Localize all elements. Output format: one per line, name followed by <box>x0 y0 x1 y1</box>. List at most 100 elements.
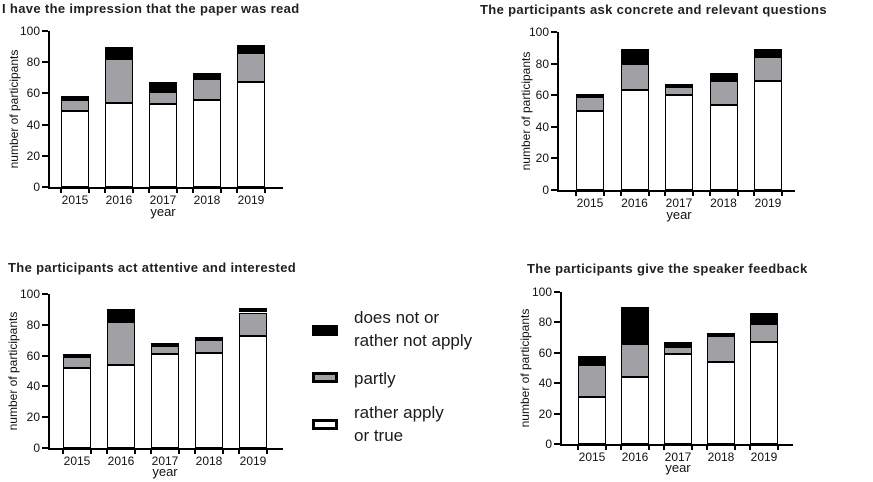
y-tick <box>551 125 557 128</box>
y-tick-label: 80 <box>26 55 40 70</box>
bar-segment-2019 <box>237 82 265 187</box>
bar-segment-2015 <box>578 355 606 365</box>
y-tick-label: 40 <box>26 117 40 132</box>
x-tick <box>222 448 224 454</box>
x-tick <box>194 448 196 454</box>
bar-segment-2015 <box>63 357 91 368</box>
x-tick <box>575 190 577 196</box>
legend-label-line: partly <box>354 369 396 388</box>
y-tick-label: 60 <box>26 86 40 101</box>
bar-segment-2016 <box>620 90 649 190</box>
x-tick-label: 2016 <box>621 450 649 464</box>
bar-segment-2018 <box>195 337 223 341</box>
x-tick <box>691 444 693 450</box>
bar-segment-2019 <box>239 312 267 336</box>
x-tick <box>664 190 666 196</box>
x-tick <box>104 187 106 193</box>
x-tick <box>238 448 240 454</box>
x-tick <box>90 448 92 454</box>
x-tick <box>266 448 268 454</box>
x-tick-label: 2019 <box>750 450 778 464</box>
x-tick <box>647 190 650 196</box>
y-tick <box>551 62 557 65</box>
bar-segment-2015 <box>578 396 606 444</box>
y-tick-label: 40 <box>26 379 40 394</box>
y-tick <box>42 416 48 419</box>
y-axis-label: number of participants <box>518 308 532 428</box>
y-tick <box>551 94 557 97</box>
y-tick-label: 0 <box>33 441 40 455</box>
bar-segment-2016 <box>105 102 133 187</box>
bar-segment-2017 <box>664 342 692 347</box>
x-tick <box>663 444 665 450</box>
y-tick-label: 20 <box>26 410 40 425</box>
bar-segment-2015 <box>576 96 604 111</box>
x-tick <box>781 190 783 196</box>
x-tick <box>176 187 178 193</box>
bar-segment-2015 <box>63 367 91 448</box>
bar-segment-2017 <box>149 104 177 187</box>
y-axis-label: number of participants <box>7 49 21 169</box>
y-tick <box>554 412 560 415</box>
x-tick-label: 2019 <box>237 193 265 207</box>
bar-segment-2018 <box>193 99 221 187</box>
x-tick-label: 2015 <box>61 193 89 207</box>
bar-segment-2018 <box>195 340 223 353</box>
y-tick-label: 100 <box>19 287 40 301</box>
y-tick-label: 80 <box>26 317 40 332</box>
x-tick-label: 2019 <box>754 196 782 210</box>
legend-swatch-partly <box>312 372 338 383</box>
bar-segment-2015 <box>576 111 604 190</box>
x-tick <box>132 187 134 193</box>
x-tick-label: 2015 <box>576 196 604 210</box>
x-tick-label: 2018 <box>710 196 737 210</box>
y-tick-label: 100 <box>19 24 40 38</box>
legend-label-partly: partly <box>354 367 396 390</box>
y-tick-label: 80 <box>535 56 549 71</box>
y-axis <box>48 294 50 450</box>
bar-segment-2019 <box>237 52 265 83</box>
y-tick <box>42 323 48 326</box>
x-axis <box>48 448 283 450</box>
bar-segment-2017 <box>149 91 177 105</box>
x-tick-label: 2018 <box>195 454 223 468</box>
x-tick-label: 2018 <box>707 450 735 464</box>
x-tick <box>648 444 650 450</box>
x-tick-label: 2016 <box>621 196 648 210</box>
x-tick <box>605 444 607 450</box>
bar-segment-2018 <box>193 79 221 100</box>
bar-segment-2017 <box>149 82 177 92</box>
y-tick-label: 100 <box>528 25 549 39</box>
x-tick <box>62 448 64 454</box>
chart-title: The participants ask concrete and releva… <box>480 2 827 17</box>
legend-label-line: rather apply <box>354 403 444 422</box>
plot-area: 0 20 40 60 80 100 2015 2016 2017 2018 2019 <box>20 24 283 207</box>
y-tick <box>554 351 560 354</box>
x-axis-label: year <box>150 204 176 219</box>
bar-segment-2016 <box>107 321 135 365</box>
bar-segment-2018 <box>707 332 735 337</box>
y-tick <box>42 447 48 449</box>
bar-segment-2019 <box>750 342 778 444</box>
bar-segment-2017 <box>665 84 693 88</box>
x-tick-label: 2017 <box>664 450 692 464</box>
plot-area: 0 20 40 60 80 100 2015 2016 2017 2018 2019 <box>529 25 795 210</box>
x-tick <box>619 190 622 196</box>
bar-segment-2017 <box>664 354 692 444</box>
x-tick-label: 2015 <box>578 450 606 464</box>
bar-segment-2018 <box>709 73 738 81</box>
y-tick <box>554 321 560 324</box>
legend-label-does-not-apply: does not or rather not apply <box>354 306 472 352</box>
bar-segment-2016 <box>107 364 135 448</box>
legend-label-line: rather not apply <box>354 331 473 350</box>
x-tick <box>734 444 736 450</box>
y-tick <box>554 382 560 385</box>
x-tick <box>178 448 180 454</box>
bar-segment-2019 <box>237 45 265 53</box>
bar-segment-2018 <box>707 361 735 444</box>
x-tick <box>88 187 90 193</box>
